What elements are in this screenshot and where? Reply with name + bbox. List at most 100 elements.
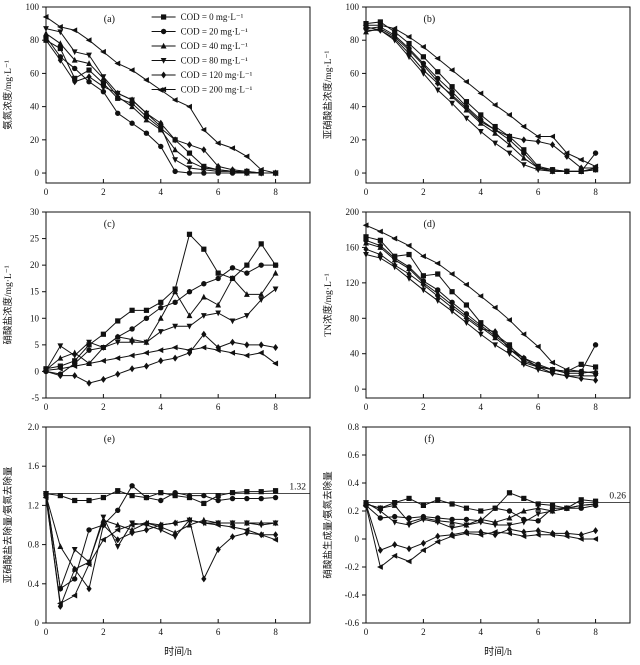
marker-triangle-left: [491, 529, 498, 535]
series-line: [45, 493, 276, 589]
marker-triangle-left: [57, 24, 63, 30]
legend-label: COD = 0 mg·L⁻¹: [181, 12, 244, 22]
y-tick-label: 100: [26, 2, 40, 12]
marker-circle: [186, 170, 193, 176]
series-diamond: [43, 330, 279, 387]
legend-label: COD = 120 mg·L⁻¹: [181, 70, 253, 80]
marker-circle: [158, 497, 164, 504]
plot-area: 0 40 80 120 160 200 0 2 4 6 8 TN浓度/mg·L⁻¹ (d): [322, 207, 631, 412]
marker-triangle-left: [477, 90, 484, 97]
marker-triangle-down: [129, 339, 135, 346]
marker-diamond: [244, 167, 250, 175]
marker-triangle-down: [449, 525, 455, 532]
y-tick-label: 60: [350, 68, 360, 78]
marker-triangle-left: [128, 67, 135, 73]
marker-square: [435, 271, 441, 277]
x-tick-label: 0: [364, 187, 369, 197]
marker-square: [115, 488, 121, 494]
series-line: [45, 495, 276, 607]
marker-triangle-down: [377, 508, 384, 515]
marker-square: [578, 497, 584, 503]
marker-diamond: [420, 539, 426, 547]
panel-a-chart: 0 20 40 60 80 100 0 2 4 6 8 氨氮浓度/mg·L⁻¹ (a) COD = 0 m…: [2, 2, 311, 197]
marker-triangle-left: [71, 27, 78, 34]
marker-circle: [272, 494, 279, 501]
marker-triangle-left: [143, 520, 149, 526]
marker-diamond: [406, 545, 412, 553]
panel-f-chart: -0.6 -0.4 -0.2 0 0.2 0.4 0.6 0.8 0 2 4 6 8 硝酸盐生成量/氨氮去…: [322, 422, 631, 658]
marker-diamond: [86, 379, 92, 387]
y-tick-label: 5: [35, 340, 40, 350]
marker-square: [406, 495, 412, 501]
marker-circle: [244, 495, 250, 502]
marker-square: [521, 495, 527, 501]
marker-triangle-left: [214, 522, 221, 528]
marker-triangle-down: [215, 310, 222, 317]
marker-diamond: [129, 529, 135, 537]
marker-triangle-left: [200, 126, 207, 133]
marker-square: [86, 497, 92, 504]
marker-square: [463, 505, 470, 511]
marker-triangle-left: [420, 547, 426, 554]
marker-circle: [143, 315, 150, 321]
marker-square: [592, 364, 599, 370]
panel-label: (c): [104, 219, 115, 230]
marker-triangle-up: [420, 61, 427, 68]
marker-triangle-left: [100, 536, 106, 543]
x-tick-label: 0: [364, 402, 369, 412]
marker-triangle-down: [549, 508, 556, 515]
y-tick-label: 160: [346, 242, 360, 252]
panel-c: -5 0 5 10 15 20 25 30 0 2 4 6 8 硝酸盐浓度/mg·L⁻¹ (c): [0, 205, 320, 420]
marker-triangle-left: [577, 156, 584, 163]
marker-triangle-up: [363, 239, 369, 246]
marker-square: [201, 246, 207, 252]
axes-frame: [365, 426, 631, 624]
y-tick-label: 80: [30, 35, 40, 45]
marker-circle: [258, 495, 264, 502]
marker-triangle-down: [578, 168, 585, 175]
marker-circle: [377, 515, 384, 521]
marker-diamond: [578, 164, 584, 172]
marker-circle: [272, 262, 279, 268]
marker-square: [578, 361, 584, 367]
marker-triangle-left: [57, 600, 63, 607]
marker-triangle-down: [57, 586, 64, 592]
marker-diamond: [201, 575, 207, 583]
marker-square: [158, 490, 164, 496]
marker-triangle-down: [160, 58, 167, 64]
x-tick-label: 4: [159, 627, 164, 637]
marker-triangle-up: [520, 507, 527, 514]
marker-triangle-down: [363, 252, 369, 258]
marker-diamond: [100, 521, 106, 529]
marker-triangle-down: [100, 74, 107, 81]
y-tick-label: 1.6: [28, 461, 40, 471]
x-tick-label: 6: [216, 402, 221, 412]
marker-triangle-down: [535, 511, 542, 518]
marker-triangle-down: [272, 520, 279, 527]
marker-triangle-left: [377, 228, 383, 235]
panel-label: (f): [424, 434, 434, 445]
y-tick-label: 0: [35, 168, 40, 178]
marker-triangle-up: [186, 312, 193, 319]
series-line: [45, 33, 276, 174]
marker-triangle-up: [114, 333, 121, 340]
marker-triangle-down: [200, 167, 207, 174]
marker-triangle-down: [243, 313, 250, 319]
marker-triangle-down: [172, 534, 179, 541]
marker-triangle-down: [520, 361, 527, 368]
marker-circle: [592, 150, 599, 156]
marker-triangle-down: [71, 352, 78, 359]
marker-triangle-left: [243, 153, 250, 160]
marker-circle: [158, 143, 164, 150]
marker-square: [57, 363, 63, 369]
marker-square: [100, 331, 106, 337]
marker-diamond: [521, 136, 527, 144]
x-tick-label: 2: [421, 402, 426, 412]
marker-diamond: [201, 146, 207, 154]
marker-triangle-left: [534, 531, 541, 538]
marker-triangle-down: [463, 320, 470, 327]
marker-circle: [158, 304, 164, 311]
x-tick-label: 2: [101, 627, 106, 637]
marker-diamond: [143, 526, 150, 534]
marker-diamond: [435, 532, 441, 540]
